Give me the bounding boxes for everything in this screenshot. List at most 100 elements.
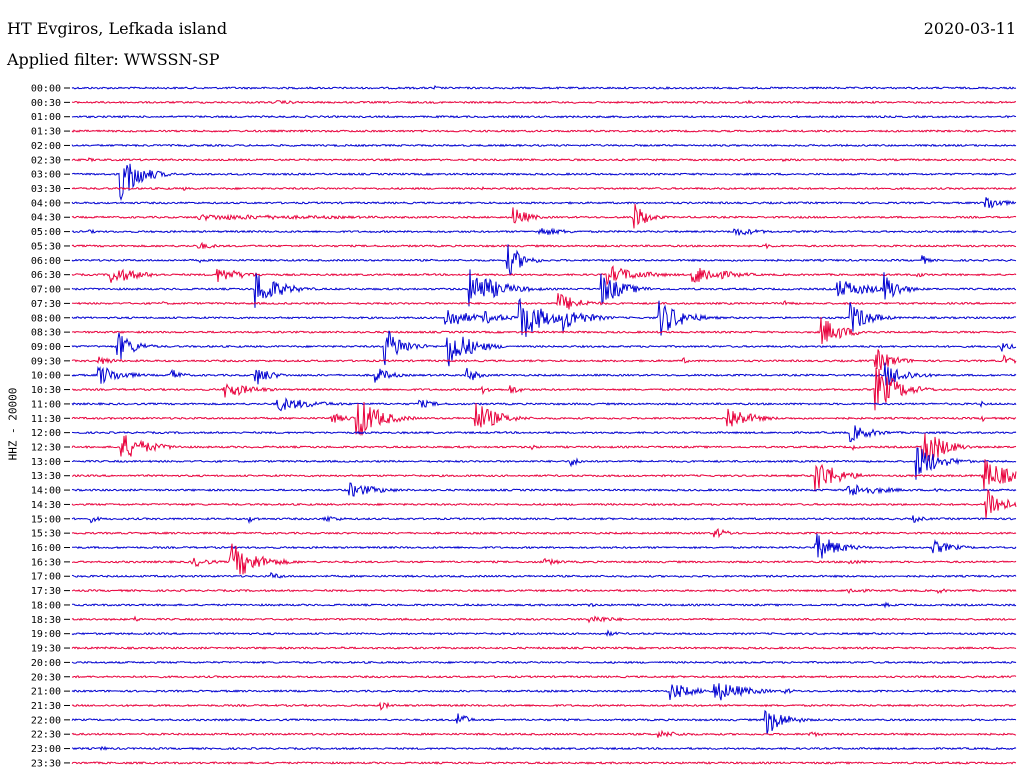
trace-line bbox=[71, 701, 1016, 711]
trace-line bbox=[71, 186, 1017, 191]
row-time-label: 22:00 bbox=[31, 715, 61, 726]
trace-line bbox=[71, 297, 1017, 337]
row-time-label: 16:00 bbox=[31, 543, 61, 554]
row-time-label: 16:30 bbox=[31, 557, 61, 568]
row-time-label: 15:30 bbox=[31, 529, 61, 540]
trace-line bbox=[71, 367, 1017, 411]
row-time-label: 04:00 bbox=[31, 198, 61, 209]
row-time-label: 03:30 bbox=[31, 184, 61, 195]
row-time-label: 13:00 bbox=[31, 457, 61, 468]
row-time-label: 17:00 bbox=[31, 572, 61, 583]
trace-line bbox=[71, 709, 1017, 735]
trace-line bbox=[71, 227, 1017, 237]
row-time-label: 23:00 bbox=[31, 744, 61, 755]
row-time-label: 20:00 bbox=[31, 658, 61, 669]
trace-line bbox=[71, 683, 1017, 701]
trace-line bbox=[71, 317, 1017, 345]
trace-line bbox=[71, 425, 1017, 443]
trace-line bbox=[71, 99, 1017, 105]
trace-line bbox=[71, 265, 1017, 287]
trace-line bbox=[71, 660, 1017, 665]
trace-line bbox=[71, 729, 1017, 738]
row-time-label: 00:00 bbox=[31, 84, 61, 95]
trace-line bbox=[71, 269, 1017, 308]
row-time-label: 23:30 bbox=[31, 758, 61, 769]
row-time-label: 22:30 bbox=[31, 730, 61, 741]
trace-line bbox=[71, 163, 1017, 201]
row-time-label: 07:30 bbox=[31, 299, 61, 310]
row-time-label: 17:30 bbox=[31, 586, 61, 597]
row-time-label: 13:30 bbox=[31, 471, 61, 482]
row-time-label: 02:00 bbox=[31, 141, 61, 152]
trace-line bbox=[71, 397, 1017, 412]
trace-line bbox=[71, 527, 1017, 539]
row-time-label: 18:30 bbox=[31, 615, 61, 626]
station-title: HT Evgiros, Lefkada island bbox=[7, 19, 228, 38]
filter-label: Applied filter: WWSSN-SP bbox=[7, 50, 220, 69]
row-time-label: 11:30 bbox=[31, 414, 61, 425]
row-time-label: 18:00 bbox=[31, 600, 61, 611]
date-label: 2020-03-11 bbox=[923, 19, 1016, 38]
row-time-label: 14:30 bbox=[31, 500, 61, 511]
trace-line bbox=[71, 601, 1017, 609]
row-time-label: 05:30 bbox=[31, 241, 61, 252]
row-time-label: 15:00 bbox=[31, 514, 61, 525]
trace-line bbox=[71, 129, 1017, 133]
row-time-label: 04:30 bbox=[31, 213, 61, 224]
trace-line bbox=[71, 244, 1017, 275]
trace-line bbox=[71, 197, 1017, 209]
row-time-label: 02:30 bbox=[31, 155, 61, 166]
trace-line bbox=[71, 515, 1017, 525]
row-time-label: 19:00 bbox=[31, 629, 61, 640]
trace-line bbox=[71, 646, 1017, 650]
trace-line bbox=[71, 629, 1017, 637]
trace-line bbox=[72, 533, 1017, 559]
trace-line bbox=[71, 615, 1017, 624]
row-time-label: 01:30 bbox=[31, 127, 61, 138]
row-time-label: 08:30 bbox=[31, 328, 61, 339]
trace-line bbox=[71, 674, 1017, 679]
row-time-label: 06:30 bbox=[31, 270, 61, 281]
row-time-label: 05:00 bbox=[31, 227, 61, 238]
row-time-label: 14:00 bbox=[31, 486, 61, 497]
trace-line bbox=[71, 349, 1017, 371]
row-time-label: 00:30 bbox=[31, 98, 61, 109]
trace-line bbox=[71, 401, 1017, 437]
trace-line bbox=[71, 447, 1017, 480]
trace-line bbox=[71, 488, 1017, 519]
trace-line bbox=[71, 241, 1017, 250]
row-time-label: 07:00 bbox=[31, 285, 61, 296]
helicorder-rows: 00:00 00:30 01:00 01:30 02:00 02:30 03:00 03:30… bbox=[31, 84, 1017, 769]
row-time-label: 03:00 bbox=[31, 170, 61, 181]
row-time-label: 12:00 bbox=[31, 428, 61, 439]
row-time-label: 09:00 bbox=[31, 342, 61, 353]
row-time-label: 21:00 bbox=[31, 687, 61, 698]
trace-line bbox=[71, 293, 1017, 310]
trace-line bbox=[71, 433, 1017, 462]
row-time-label: 21:30 bbox=[31, 701, 61, 712]
trace-line bbox=[71, 745, 1017, 751]
row-time-label: 09:30 bbox=[31, 356, 61, 367]
row-time-label: 10:00 bbox=[31, 371, 61, 382]
row-time-label: 01:00 bbox=[31, 112, 61, 123]
trace-line bbox=[71, 85, 1017, 90]
row-time-label: 12:30 bbox=[31, 443, 61, 454]
trace-line bbox=[71, 761, 1016, 765]
trace-line bbox=[71, 588, 1017, 595]
trace-line bbox=[71, 571, 1017, 579]
row-time-label: 10:30 bbox=[31, 385, 61, 396]
trace-line bbox=[71, 543, 1017, 575]
trace-line bbox=[71, 330, 1017, 367]
trace-line bbox=[71, 114, 1017, 119]
row-time-label: 20:30 bbox=[31, 672, 61, 683]
trace-line bbox=[71, 482, 1017, 497]
row-time-label: 11:00 bbox=[31, 399, 61, 410]
trace-line bbox=[71, 157, 1017, 163]
trace-line bbox=[71, 362, 1017, 386]
trace-line bbox=[71, 143, 1017, 148]
row-time-label: 19:30 bbox=[31, 644, 61, 655]
trace-line bbox=[71, 203, 1017, 229]
row-time-label: 08:00 bbox=[31, 313, 61, 324]
row-time-label: 06:00 bbox=[31, 256, 61, 267]
